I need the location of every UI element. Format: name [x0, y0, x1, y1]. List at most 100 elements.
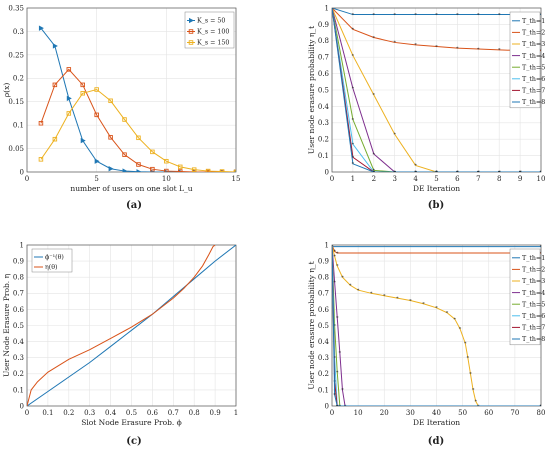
x-tick-label: 1 — [351, 175, 355, 183]
data-point — [108, 98, 113, 104]
data-point: * — [336, 315, 339, 321]
data-point: * — [519, 170, 522, 176]
x-tick-label: 5 — [434, 175, 438, 183]
legend-label: T_th=8 — [522, 336, 545, 343]
y-tick-label: 0.5 — [318, 322, 329, 330]
x-tick-label: 0.1 — [42, 409, 53, 417]
x-tick-label: 50 — [458, 409, 467, 417]
data-point: * — [352, 53, 355, 59]
legend-label: ϕ⁻¹(θ) — [45, 254, 64, 261]
data-point: * — [357, 288, 360, 294]
x-tick-label: 60 — [484, 409, 493, 417]
y-tick-label: 0.6 — [13, 306, 25, 314]
data-point: * — [477, 47, 480, 53]
data-point: * — [331, 243, 334, 249]
legend-marker — [188, 40, 194, 45]
data-point: * — [331, 243, 334, 249]
data-point: * — [370, 291, 373, 297]
series-line — [332, 245, 541, 406]
x-tick-label: 20 — [380, 409, 389, 417]
y-tick-label: 0.3 — [13, 28, 24, 36]
chart-panel-2: 0 0.1 0.2 0.3 0.4 0.5 0.6 0.7 0.8 0.9 1 0 0.1 0.2 0.3 0… — [2, 241, 238, 447]
y-axis-label: User node erasure probability η_t — [307, 26, 316, 154]
x-tick-label: 0.2 — [63, 409, 74, 417]
data-point — [66, 111, 72, 116]
data-point: * — [333, 249, 336, 255]
y-tick-label: 0 — [325, 402, 329, 410]
data-point: * — [435, 44, 438, 50]
data-point: * — [472, 388, 475, 394]
data-point: * — [422, 302, 425, 308]
y-tick-label: 0.3 — [13, 354, 24, 362]
series-line — [27, 245, 236, 406]
data-point — [191, 167, 197, 172]
legend-label: T_th=3 — [522, 41, 545, 48]
data-point: * — [540, 170, 543, 176]
data-point: * — [498, 170, 501, 176]
data-point: * — [477, 404, 480, 410]
data-point: * — [456, 170, 459, 176]
data-point — [178, 164, 183, 170]
x-tick-label: 0.5 — [126, 409, 137, 417]
y-tick-label: 0.2 — [13, 75, 24, 83]
data-point: * — [393, 132, 396, 138]
data-point: * — [435, 170, 438, 176]
data-point: * — [540, 12, 543, 18]
data-point: * — [519, 170, 522, 176]
data-point: * — [393, 12, 396, 18]
data-point — [108, 166, 114, 172]
legend-label: K_s = 150 — [197, 40, 229, 47]
data-point: * — [414, 43, 417, 49]
data-point: * — [435, 170, 438, 176]
series-line — [40, 88, 236, 172]
data-point: * — [352, 27, 355, 33]
data-point: * — [331, 6, 334, 12]
data-point: * — [373, 35, 376, 41]
y-tick-label: 0.15 — [8, 98, 24, 106]
y-tick-label: 1 — [325, 241, 329, 249]
x-axis-label: DE Iteration — [413, 184, 460, 193]
data-point: * — [414, 170, 417, 176]
data-point — [94, 158, 100, 164]
series-line — [27, 245, 216, 406]
data-point — [66, 95, 72, 102]
data-point: * — [331, 243, 334, 249]
data-point: * — [519, 170, 522, 176]
series-line — [332, 8, 541, 172]
y-tick-label: 0.1 — [318, 152, 329, 160]
data-point: * — [341, 275, 344, 281]
data-point: * — [409, 298, 412, 304]
x-tick-label: 80 — [537, 409, 546, 417]
data-point: * — [393, 40, 396, 46]
data-point: * — [540, 48, 543, 54]
data-point: * — [393, 170, 396, 176]
y-tick-label: 0.2 — [318, 370, 329, 378]
data-point — [80, 82, 85, 88]
legend-label: T_th=8 — [522, 99, 545, 106]
y-tick-label: 0.7 — [318, 290, 329, 298]
data-point — [150, 166, 155, 172]
data-point: * — [540, 404, 543, 410]
x-tick-label: 3 — [392, 175, 396, 183]
panel-caption: (a) — [126, 200, 142, 211]
panel-caption: (d) — [428, 436, 444, 447]
data-point: * — [344, 404, 347, 410]
y-tick-label: 0.4 — [318, 103, 330, 111]
data-point — [52, 82, 58, 88]
data-point: * — [339, 351, 342, 357]
x-tick-label: 0 — [330, 409, 334, 417]
data-point — [122, 117, 127, 122]
panel-caption: (c) — [126, 436, 142, 447]
legend-label: T_th=6 — [522, 76, 545, 83]
data-point: * — [540, 404, 543, 410]
data-point: * — [498, 48, 501, 54]
data-point: * — [474, 399, 477, 405]
y-tick-label: 0.8 — [318, 274, 329, 282]
data-point: * — [456, 170, 459, 176]
data-point: * — [331, 6, 334, 12]
x-tick-label: 7 — [476, 175, 480, 183]
data-point — [136, 162, 141, 167]
data-point: * — [467, 356, 470, 362]
legend-label: K_s = 50 — [197, 18, 225, 25]
legend-box — [509, 11, 541, 109]
